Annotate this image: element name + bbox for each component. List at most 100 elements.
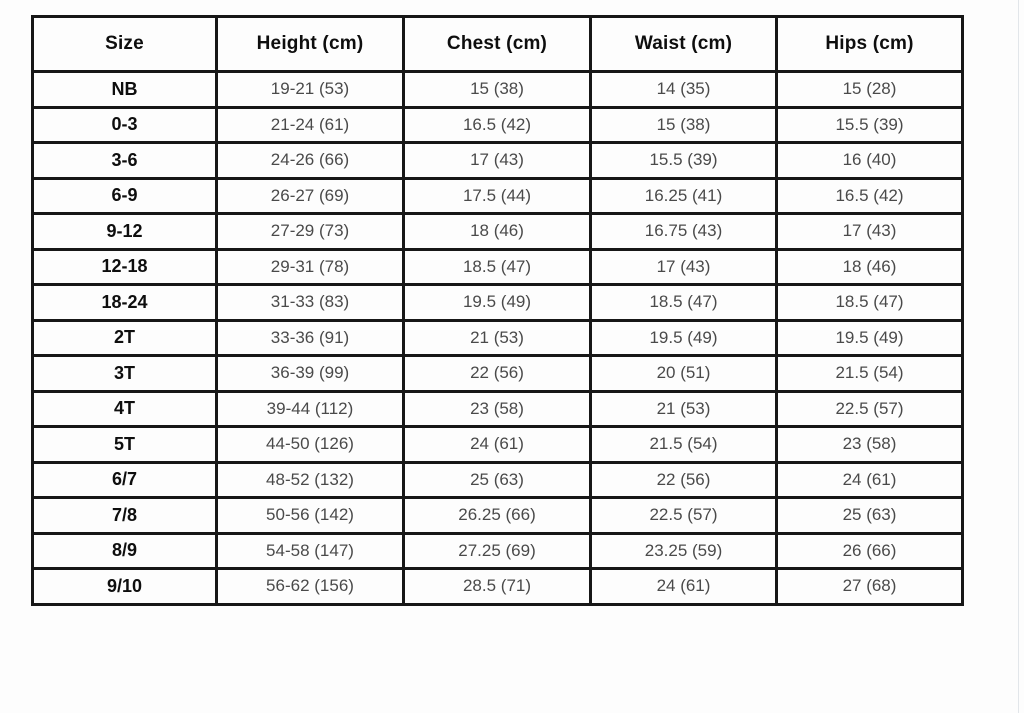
height-cell: 19-21 (53) bbox=[215, 70, 405, 109]
table-row: 12-18 29-31 (78) 18.5 (47) 17 (43) 18 (4… bbox=[31, 247, 964, 286]
size-cell: 9-12 bbox=[31, 212, 218, 251]
waist-cell: 22 (56) bbox=[589, 460, 778, 499]
hips-cell: 26 (66) bbox=[775, 531, 964, 570]
hips-cell: 18.5 (47) bbox=[775, 283, 964, 322]
size-cell: 0-3 bbox=[31, 105, 218, 144]
chest-cell: 17 (43) bbox=[402, 141, 592, 180]
height-cell: 36-39 (99) bbox=[215, 354, 405, 393]
hips-cell: 19.5 (49) bbox=[775, 318, 964, 357]
waist-cell: 21.5 (54) bbox=[589, 425, 778, 464]
chest-cell: 22 (56) bbox=[402, 354, 592, 393]
table-row: 4T 39-44 (112) 23 (58) 21 (53) 22.5 (57) bbox=[31, 389, 964, 428]
table-row: 6-9 26-27 (69) 17.5 (44) 16.25 (41) 16.5… bbox=[31, 176, 964, 215]
hips-cell: 18 (46) bbox=[775, 247, 964, 286]
hips-cell: 25 (63) bbox=[775, 496, 964, 535]
table-row: 18-24 31-33 (83) 19.5 (49) 18.5 (47) 18.… bbox=[31, 283, 964, 322]
height-cell: 29-31 (78) bbox=[215, 247, 405, 286]
height-cell: 21-24 (61) bbox=[215, 105, 405, 144]
size-cell: NB bbox=[31, 70, 218, 109]
height-cell: 27-29 (73) bbox=[215, 212, 405, 251]
size-cell: 4T bbox=[31, 389, 218, 428]
table-row: 0-3 21-24 (61) 16.5 (42) 15 (38) 15.5 (3… bbox=[31, 105, 964, 144]
height-cell: 24-26 (66) bbox=[215, 141, 405, 180]
hips-cell: 27 (68) bbox=[775, 567, 964, 606]
column-header: Waist (cm) bbox=[589, 15, 778, 73]
chest-cell: 24 (61) bbox=[402, 425, 592, 464]
header-row: Size Height (cm) Chest (cm) Waist (cm) H… bbox=[31, 15, 964, 73]
chest-cell: 25 (63) bbox=[402, 460, 592, 499]
waist-cell: 23.25 (59) bbox=[589, 531, 778, 570]
chest-cell: 28.5 (71) bbox=[402, 567, 592, 606]
waist-cell: 15 (38) bbox=[589, 105, 778, 144]
table-row: 2T 33-36 (91) 21 (53) 19.5 (49) 19.5 (49… bbox=[31, 318, 964, 357]
waist-cell: 17 (43) bbox=[589, 247, 778, 286]
size-cell: 2T bbox=[31, 318, 218, 357]
chest-cell: 26.25 (66) bbox=[402, 496, 592, 535]
table-row: 3-6 24-26 (66) 17 (43) 15.5 (39) 16 (40) bbox=[31, 141, 964, 180]
height-cell: 56-62 (156) bbox=[215, 567, 405, 606]
column-header: Hips (cm) bbox=[775, 15, 964, 73]
waist-cell: 22.5 (57) bbox=[589, 496, 778, 535]
waist-cell: 14 (35) bbox=[589, 70, 778, 109]
waist-cell: 21 (53) bbox=[589, 389, 778, 428]
height-cell: 50-56 (142) bbox=[215, 496, 405, 535]
size-cell: 7/8 bbox=[31, 496, 218, 535]
waist-cell: 24 (61) bbox=[589, 567, 778, 606]
size-cell: 8/9 bbox=[31, 531, 218, 570]
height-cell: 39-44 (112) bbox=[215, 389, 405, 428]
height-cell: 44-50 (126) bbox=[215, 425, 405, 464]
chest-cell: 23 (58) bbox=[402, 389, 592, 428]
size-cell: 6/7 bbox=[31, 460, 218, 499]
chest-cell: 27.25 (69) bbox=[402, 531, 592, 570]
size-cell: 12-18 bbox=[31, 247, 218, 286]
column-header: Size bbox=[31, 15, 218, 73]
hips-cell: 16.5 (42) bbox=[775, 176, 964, 215]
hips-cell: 15 (28) bbox=[775, 70, 964, 109]
table-body: NB 19-21 (53) 15 (38) 14 (35) 15 (28) 0-… bbox=[31, 70, 964, 606]
waist-cell: 15.5 (39) bbox=[589, 141, 778, 180]
table-header: Size Height (cm) Chest (cm) Waist (cm) H… bbox=[31, 15, 964, 73]
height-cell: 54-58 (147) bbox=[215, 531, 405, 570]
page-right-edge-line bbox=[1018, 0, 1019, 713]
size-cell: 3T bbox=[31, 354, 218, 393]
height-cell: 48-52 (132) bbox=[215, 460, 405, 499]
hips-cell: 15.5 (39) bbox=[775, 105, 964, 144]
size-cell: 18-24 bbox=[31, 283, 218, 322]
hips-cell: 23 (58) bbox=[775, 425, 964, 464]
waist-cell: 18.5 (47) bbox=[589, 283, 778, 322]
chest-cell: 21 (53) bbox=[402, 318, 592, 357]
height-cell: 26-27 (69) bbox=[215, 176, 405, 215]
table-row: 3T 36-39 (99) 22 (56) 20 (51) 21.5 (54) bbox=[31, 354, 964, 393]
size-chart-table: Size Height (cm) Chest (cm) Waist (cm) H… bbox=[31, 15, 964, 606]
chest-cell: 18.5 (47) bbox=[402, 247, 592, 286]
size-cell: 5T bbox=[31, 425, 218, 464]
waist-cell: 19.5 (49) bbox=[589, 318, 778, 357]
waist-cell: 16.25 (41) bbox=[589, 176, 778, 215]
chest-cell: 16.5 (42) bbox=[402, 105, 592, 144]
column-header: Chest (cm) bbox=[402, 15, 592, 73]
chest-cell: 15 (38) bbox=[402, 70, 592, 109]
hips-cell: 16 (40) bbox=[775, 141, 964, 180]
column-header: Height (cm) bbox=[215, 15, 405, 73]
chest-cell: 17.5 (44) bbox=[402, 176, 592, 215]
table-row: 7/8 50-56 (142) 26.25 (66) 22.5 (57) 25 … bbox=[31, 496, 964, 535]
height-cell: 31-33 (83) bbox=[215, 283, 405, 322]
table-row: 6/7 48-52 (132) 25 (63) 22 (56) 24 (61) bbox=[31, 460, 964, 499]
hips-cell: 22.5 (57) bbox=[775, 389, 964, 428]
hips-cell: 21.5 (54) bbox=[775, 354, 964, 393]
size-cell: 9/10 bbox=[31, 567, 218, 606]
chest-cell: 19.5 (49) bbox=[402, 283, 592, 322]
size-cell: 6-9 bbox=[31, 176, 218, 215]
size-cell: 3-6 bbox=[31, 141, 218, 180]
table-row: 9/10 56-62 (156) 28.5 (71) 24 (61) 27 (6… bbox=[31, 567, 964, 606]
table-row: NB 19-21 (53) 15 (38) 14 (35) 15 (28) bbox=[31, 70, 964, 109]
height-cell: 33-36 (91) bbox=[215, 318, 405, 357]
table-row: 5T 44-50 (126) 24 (61) 21.5 (54) 23 (58) bbox=[31, 425, 964, 464]
waist-cell: 20 (51) bbox=[589, 354, 778, 393]
chest-cell: 18 (46) bbox=[402, 212, 592, 251]
waist-cell: 16.75 (43) bbox=[589, 212, 778, 251]
table-row: 8/9 54-58 (147) 27.25 (69) 23.25 (59) 26… bbox=[31, 531, 964, 570]
hips-cell: 24 (61) bbox=[775, 460, 964, 499]
hips-cell: 17 (43) bbox=[775, 212, 964, 251]
